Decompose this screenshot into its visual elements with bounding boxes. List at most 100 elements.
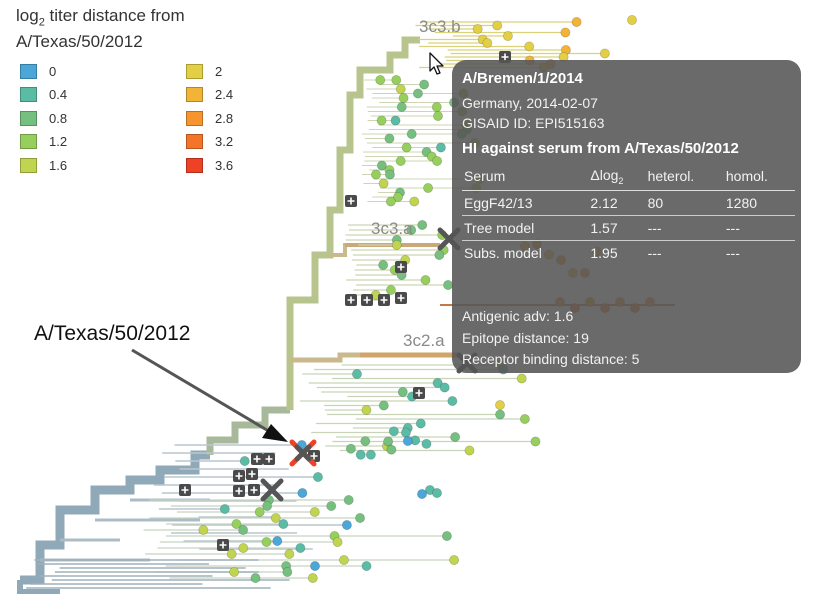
tree-tip[interactable] <box>231 519 242 530</box>
tree-tip[interactable] <box>386 444 397 455</box>
tree-tip[interactable] <box>375 75 386 86</box>
tree-tip[interactable] <box>492 20 503 31</box>
tree-tip[interactable] <box>417 219 428 230</box>
tree-tip[interactable] <box>238 525 249 536</box>
expand-clade-icon[interactable] <box>345 195 357 207</box>
tree-tip[interactable] <box>250 573 261 584</box>
tree-tip[interactable] <box>502 30 513 41</box>
tree-tip[interactable] <box>441 531 452 542</box>
tree-tip[interactable] <box>355 513 366 524</box>
tree-tip[interactable] <box>239 455 250 466</box>
tree-tip[interactable] <box>415 418 426 429</box>
tree-tip[interactable] <box>524 41 535 52</box>
expand-clade-icon[interactable] <box>233 470 245 482</box>
tree-tip[interactable] <box>416 488 427 499</box>
tree-tip[interactable] <box>297 487 308 498</box>
tree-tip[interactable] <box>464 445 475 456</box>
tree-tip[interactable] <box>419 79 430 90</box>
tree-tip[interactable] <box>219 503 230 514</box>
tree-tip[interactable] <box>262 500 273 511</box>
tree-tip[interactable] <box>198 525 209 536</box>
tree-tip[interactable] <box>401 142 412 153</box>
tree-tip[interactable] <box>398 93 409 104</box>
tree-tip[interactable] <box>420 274 431 285</box>
tree-tip[interactable] <box>238 543 249 554</box>
tree-tip[interactable] <box>406 224 417 235</box>
tree-tip[interactable] <box>309 561 320 572</box>
expand-clade-icon[interactable] <box>361 294 373 306</box>
tree-tip[interactable] <box>385 196 396 207</box>
expand-clade-icon[interactable] <box>263 453 275 465</box>
tree-tip[interactable] <box>395 84 406 95</box>
tree-tip[interactable] <box>482 38 493 49</box>
expand-clade-icon[interactable] <box>413 387 425 399</box>
tree-tip[interactable] <box>431 102 442 113</box>
tree-tip[interactable] <box>229 567 240 578</box>
tree-tip[interactable] <box>432 155 443 166</box>
tree-tip[interactable] <box>431 487 442 498</box>
expand-clade-icon[interactable] <box>251 453 263 465</box>
expand-clade-icon[interactable] <box>345 294 357 306</box>
tree-tip[interactable] <box>519 413 530 424</box>
tree-tip[interactable] <box>345 443 356 454</box>
tree-tip[interactable] <box>409 196 420 207</box>
tree-tip[interactable] <box>421 438 432 449</box>
tree-tip[interactable] <box>530 436 541 447</box>
tree-tip[interactable] <box>384 133 395 144</box>
tree-tip[interactable] <box>385 284 396 295</box>
tree-tip[interactable] <box>495 409 506 420</box>
tree-tip[interactable] <box>599 48 610 59</box>
tree-tip[interactable] <box>423 182 434 193</box>
expand-clade-icon[interactable] <box>179 484 191 496</box>
tree-tip[interactable] <box>332 537 343 548</box>
tree-tip[interactable] <box>560 27 571 38</box>
tree-tip[interactable] <box>341 520 352 531</box>
tree-tip[interactable] <box>270 513 281 524</box>
tree-tip[interactable] <box>432 111 443 122</box>
tree-tip[interactable] <box>447 395 458 406</box>
tree-tip[interactable] <box>378 259 389 270</box>
tree-tip[interactable] <box>391 239 402 250</box>
tree-tip[interactable] <box>254 506 265 517</box>
tree-tip[interactable] <box>370 169 381 180</box>
vaccine-strain-marker[interactable] <box>260 478 284 502</box>
tree-tip[interactable] <box>412 88 423 99</box>
tree-tip[interactable] <box>449 555 460 566</box>
expand-clade-icon[interactable] <box>378 294 390 306</box>
tree-tip[interactable] <box>376 160 387 171</box>
tree-tip[interactable] <box>226 549 237 560</box>
tree-tip[interactable] <box>272 536 283 547</box>
tree-tip[interactable] <box>284 549 295 560</box>
expand-clade-icon[interactable] <box>217 539 229 551</box>
expand-clade-icon[interactable] <box>233 485 245 497</box>
tree-tip[interactable] <box>312 471 323 482</box>
tree-tip[interactable] <box>384 169 395 180</box>
tree-tip[interactable] <box>295 543 306 554</box>
tree-tip[interactable] <box>365 449 376 460</box>
tree-tip[interactable] <box>355 449 366 460</box>
tree-tip[interactable] <box>378 400 389 411</box>
tree-tip[interactable] <box>282 567 293 578</box>
tree-tip[interactable] <box>309 506 320 517</box>
tree-tip[interactable] <box>361 404 372 415</box>
tree-tip[interactable] <box>397 386 408 397</box>
tree-tip[interactable] <box>343 494 354 505</box>
tree-tip[interactable] <box>376 115 387 126</box>
tree-tip[interactable] <box>261 537 272 548</box>
expand-clade-icon[interactable] <box>248 484 260 496</box>
tree-tip[interactable] <box>383 436 394 447</box>
tree-tip[interactable] <box>627 14 638 25</box>
tree-tip[interactable] <box>388 426 399 437</box>
tree-tip[interactable] <box>435 142 446 153</box>
tree-tip[interactable] <box>395 155 406 166</box>
tree-tip[interactable] <box>278 519 289 530</box>
tree-tip[interactable] <box>391 75 402 86</box>
tree-tip[interactable] <box>390 115 401 126</box>
tree-tip[interactable] <box>432 377 443 388</box>
tree-tip[interactable] <box>434 249 445 260</box>
tree-tip[interactable] <box>400 427 411 438</box>
tree-tip[interactable] <box>406 128 417 139</box>
tree-tip[interactable] <box>360 436 371 447</box>
expand-clade-icon[interactable] <box>246 468 258 480</box>
tree-tip[interactable] <box>494 399 505 410</box>
